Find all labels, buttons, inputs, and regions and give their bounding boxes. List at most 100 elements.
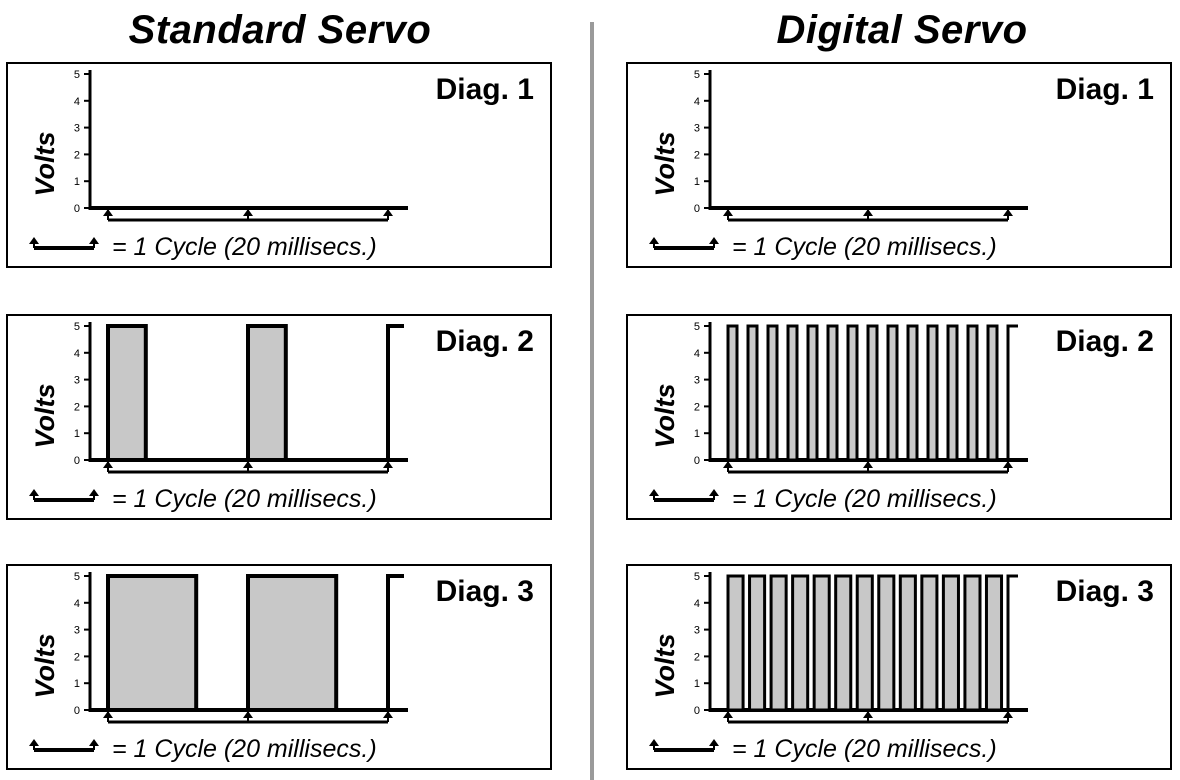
- double-arrow-icon: [709, 489, 719, 496]
- panel-std-1: 0 1 2 3 4 5 Diag. 1 Volts = 1 Cycle (20 millisec…: [6, 62, 552, 268]
- pulse-bar: [769, 574, 788, 712]
- waveform-chart: 0 1 2 3 4 5: [29, 321, 408, 502]
- pulse-bar: [726, 324, 739, 462]
- pulse-bar: [984, 574, 1004, 712]
- double-arrow-icon: [89, 489, 99, 496]
- y-tick-label: 5: [74, 69, 80, 81]
- y-tick-label: 1: [74, 678, 80, 690]
- cycle-arrow-icon: [243, 209, 253, 216]
- y-tick-label: 4: [694, 348, 700, 360]
- cycle-arrow-icon: [383, 209, 393, 216]
- cycle-arrow-icon: [723, 711, 733, 718]
- panel-dig-2: 0 1 2 3 4 5 Diag. 2 Volts = 1 Cycle (20 millisec…: [626, 314, 1172, 520]
- cycle-legend-text: = 1 Cycle (20 millisecs.): [732, 485, 997, 513]
- cycle-arrow-icon: [103, 209, 113, 216]
- cycle-legend-text: = 1 Cycle (20 millisecs.): [732, 735, 997, 763]
- double-arrow-icon: [89, 237, 99, 244]
- cycle-arrow-icon: [1003, 711, 1013, 718]
- pulse-bar: [834, 574, 853, 712]
- cycle-arrow-icon: [383, 711, 393, 718]
- pulse-bar: [855, 574, 874, 712]
- pulse-bar: [963, 574, 982, 712]
- double-arrow-icon: [649, 237, 659, 244]
- cycle-arrow-icon: [863, 711, 873, 718]
- double-arrow-icon: [649, 489, 659, 496]
- double-arrow-icon: [29, 237, 39, 244]
- y-tick-label: 5: [694, 321, 700, 333]
- pulse-bar: [786, 324, 799, 462]
- y-tick-label: 1: [74, 428, 80, 440]
- pulse-bar: [246, 324, 288, 462]
- cycle-legend-text: = 1 Cycle (20 millisecs.): [732, 233, 997, 261]
- pulse-bar: [906, 324, 919, 462]
- pulse-bar: [806, 324, 819, 462]
- y-tick-label: 4: [74, 598, 80, 610]
- y-tick-label: 0: [74, 203, 80, 215]
- pulse-bar: [791, 574, 810, 712]
- y-tick-label: 4: [694, 96, 700, 108]
- waveform-chart: 0 1 2 3 4 5: [649, 571, 1028, 752]
- pulse-bar: [986, 324, 999, 462]
- diag-label: Diag. 1: [1055, 73, 1154, 106]
- cycle-legend-text: = 1 Cycle (20 millisecs.): [112, 233, 377, 261]
- y-tick-label: 3: [694, 123, 700, 135]
- double-arrow-icon: [649, 739, 659, 746]
- volts-axis-label: Volts: [650, 131, 680, 197]
- cycle-arrow-icon: [863, 461, 873, 468]
- waveform-chart: 0 1 2 3 4 5: [29, 69, 408, 250]
- cycle-arrow-icon: [243, 711, 253, 718]
- y-tick-label: 1: [74, 176, 80, 188]
- y-tick-label: 0: [694, 705, 700, 717]
- panel-dig-3: 0 1 2 3 4 5 Diag. 3 Volts = 1 Cycle (20 millisec…: [626, 564, 1172, 770]
- y-tick-label: 3: [694, 625, 700, 637]
- y-tick-label: 0: [74, 705, 80, 717]
- volts-axis-label: Volts: [30, 633, 60, 699]
- waveform-chart: 0 1 2 3 4 5: [649, 321, 1028, 502]
- pulse-bar: [877, 574, 896, 712]
- cycle-arrow-icon: [1003, 209, 1013, 216]
- diag-label: Diag. 2: [435, 325, 534, 358]
- pulse-bar: [746, 324, 759, 462]
- y-tick-label: 3: [74, 375, 80, 387]
- waveform-chart: 0 1 2 3 4 5: [649, 69, 1028, 250]
- panel-dig-1: 0 1 2 3 4 5 Diag. 1 Volts = 1 Cycle (20 millisec…: [626, 62, 1172, 268]
- rising-edge: [386, 324, 404, 460]
- panel-std-2: 0 1 2 3 4 5 Diag. 2 Volts = 1 Cycle (20 millisec…: [6, 314, 552, 520]
- cycle-arrow-icon: [1003, 461, 1013, 468]
- y-tick-label: 5: [694, 571, 700, 583]
- y-tick-label: 2: [74, 651, 80, 663]
- cycle-legend-text: = 1 Cycle (20 millisecs.): [112, 485, 377, 513]
- y-tick-label: 1: [694, 428, 700, 440]
- cycle-arrow-icon: [103, 711, 113, 718]
- double-arrow-icon: [29, 489, 39, 496]
- double-arrow-icon: [709, 739, 719, 746]
- volts-axis-label: Volts: [30, 383, 60, 449]
- y-tick-label: 0: [694, 203, 700, 215]
- y-tick-label: 4: [694, 598, 700, 610]
- pulse-bar: [826, 324, 839, 462]
- rising-edge: [1006, 324, 1018, 460]
- y-tick-label: 3: [74, 123, 80, 135]
- cycle-arrow-icon: [863, 209, 873, 216]
- standard-servo-title: Standard Servo: [128, 8, 432, 52]
- pulse-bar: [898, 574, 917, 712]
- pulse-bar: [886, 324, 899, 462]
- pulse-bar: [966, 324, 979, 462]
- y-tick-label: 2: [694, 401, 700, 413]
- pulse-bar: [246, 574, 339, 712]
- volts-axis-label: Volts: [650, 633, 680, 699]
- volts-axis-label: Volts: [30, 131, 60, 197]
- y-tick-label: 1: [694, 176, 700, 188]
- pulse-bar: [846, 324, 859, 462]
- pulse-bar: [946, 324, 959, 462]
- pulse-bar: [812, 574, 831, 712]
- cycle-arrow-icon: [103, 461, 113, 468]
- pulse-bar: [926, 324, 939, 462]
- diag-label: Diag. 3: [1055, 575, 1154, 608]
- cycle-arrow-icon: [723, 461, 733, 468]
- y-tick-label: 1: [694, 678, 700, 690]
- y-tick-label: 2: [74, 149, 80, 161]
- pulse-bar: [106, 324, 148, 462]
- pulse-bar: [748, 574, 767, 712]
- pulse-bar: [106, 574, 199, 712]
